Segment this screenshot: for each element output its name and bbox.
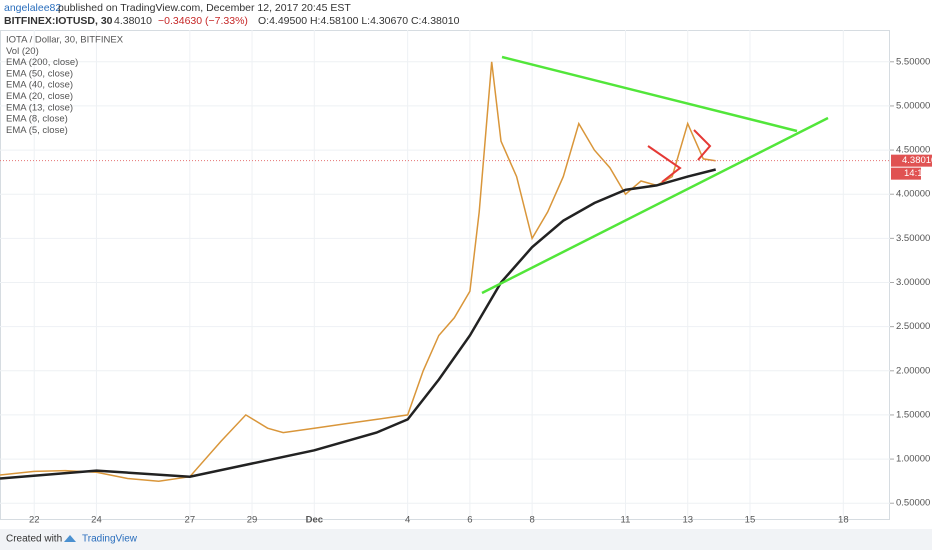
legend-entry: EMA (20, close) — [6, 91, 73, 102]
trend-line — [501, 55, 798, 133]
plot-frame — [0, 30, 890, 520]
price: 4.38010 — [114, 15, 152, 27]
x-tick-label: 8 — [529, 515, 534, 526]
plot — [0, 30, 890, 520]
y-tick-label: 5.00000 — [896, 100, 930, 111]
series-line — [0, 168, 717, 480]
legend-entry: EMA (5, close) — [6, 125, 68, 136]
published: published on TradingView.com, December 1… — [58, 2, 351, 14]
symbol: BITFINEX:IOTUSD, 30 — [4, 15, 113, 27]
y-tick-label: 1.00000 — [896, 454, 930, 465]
countdown: 14:17 — [904, 168, 928, 179]
legend-entry: Vol (20) — [6, 46, 39, 57]
y-tick-label: 2.00000 — [896, 365, 930, 376]
x-tick-label: 4 — [405, 515, 410, 526]
y-tick-label: 0.50000 — [896, 498, 930, 509]
legend-entry: EMA (200, close) — [6, 57, 78, 68]
logo — [64, 535, 76, 542]
x-tick-label: 13 — [682, 515, 693, 526]
last-price-badge — [891, 154, 932, 167]
x-tick-label: 29 — [247, 515, 258, 526]
x-tick-label: 11 — [621, 515, 631, 526]
red-drawing — [693, 129, 712, 161]
x-tick-label: 15 — [745, 515, 756, 526]
x-tick-label: 22 — [29, 515, 40, 526]
y-tick-label: 5.50000 — [896, 56, 930, 67]
footer-brand[interactable]: TradingView — [82, 534, 138, 545]
footer-bar — [0, 529, 932, 550]
x-tick-label: 27 — [185, 515, 196, 526]
y-tick-label: 4.50000 — [896, 145, 930, 156]
y-tick-label: 3.50000 — [896, 233, 930, 244]
last-price-label: 4.38010 — [902, 155, 932, 166]
ohlc: O:4.49500 H:4.58100 L:4.30670 C:4.38010 — [258, 15, 460, 27]
y-tick-label: 4.00000 — [896, 189, 930, 200]
legend-entry: IOTA / Dollar, 30, BITFINEX — [6, 35, 124, 46]
legend-entry: EMA (13, close) — [6, 102, 73, 113]
y-tick-label: 2.50000 — [896, 321, 930, 332]
x-tick-label: 6 — [467, 515, 472, 526]
x-tick-label: 24 — [91, 515, 102, 526]
legend-entry: EMA (8, close) — [6, 114, 68, 125]
countdown-badge — [891, 167, 921, 180]
author[interactable]: angelalee82 — [4, 2, 61, 14]
y-tick-label: 1.50000 — [896, 409, 930, 420]
legend-entry: EMA (50, close) — [6, 68, 73, 79]
red-drawing — [647, 145, 682, 183]
footer-created: Created with — [6, 534, 62, 545]
legend-entry: EMA (40, close) — [6, 80, 73, 91]
y-tick-label: 3.00000 — [896, 277, 930, 288]
x-tick-label: 18 — [838, 515, 849, 526]
drawings — [481, 55, 829, 295]
x-tick-label: Dec — [306, 515, 323, 526]
change: −0.34630 (−7.33%) — [158, 15, 248, 27]
trend-line — [481, 116, 829, 295]
